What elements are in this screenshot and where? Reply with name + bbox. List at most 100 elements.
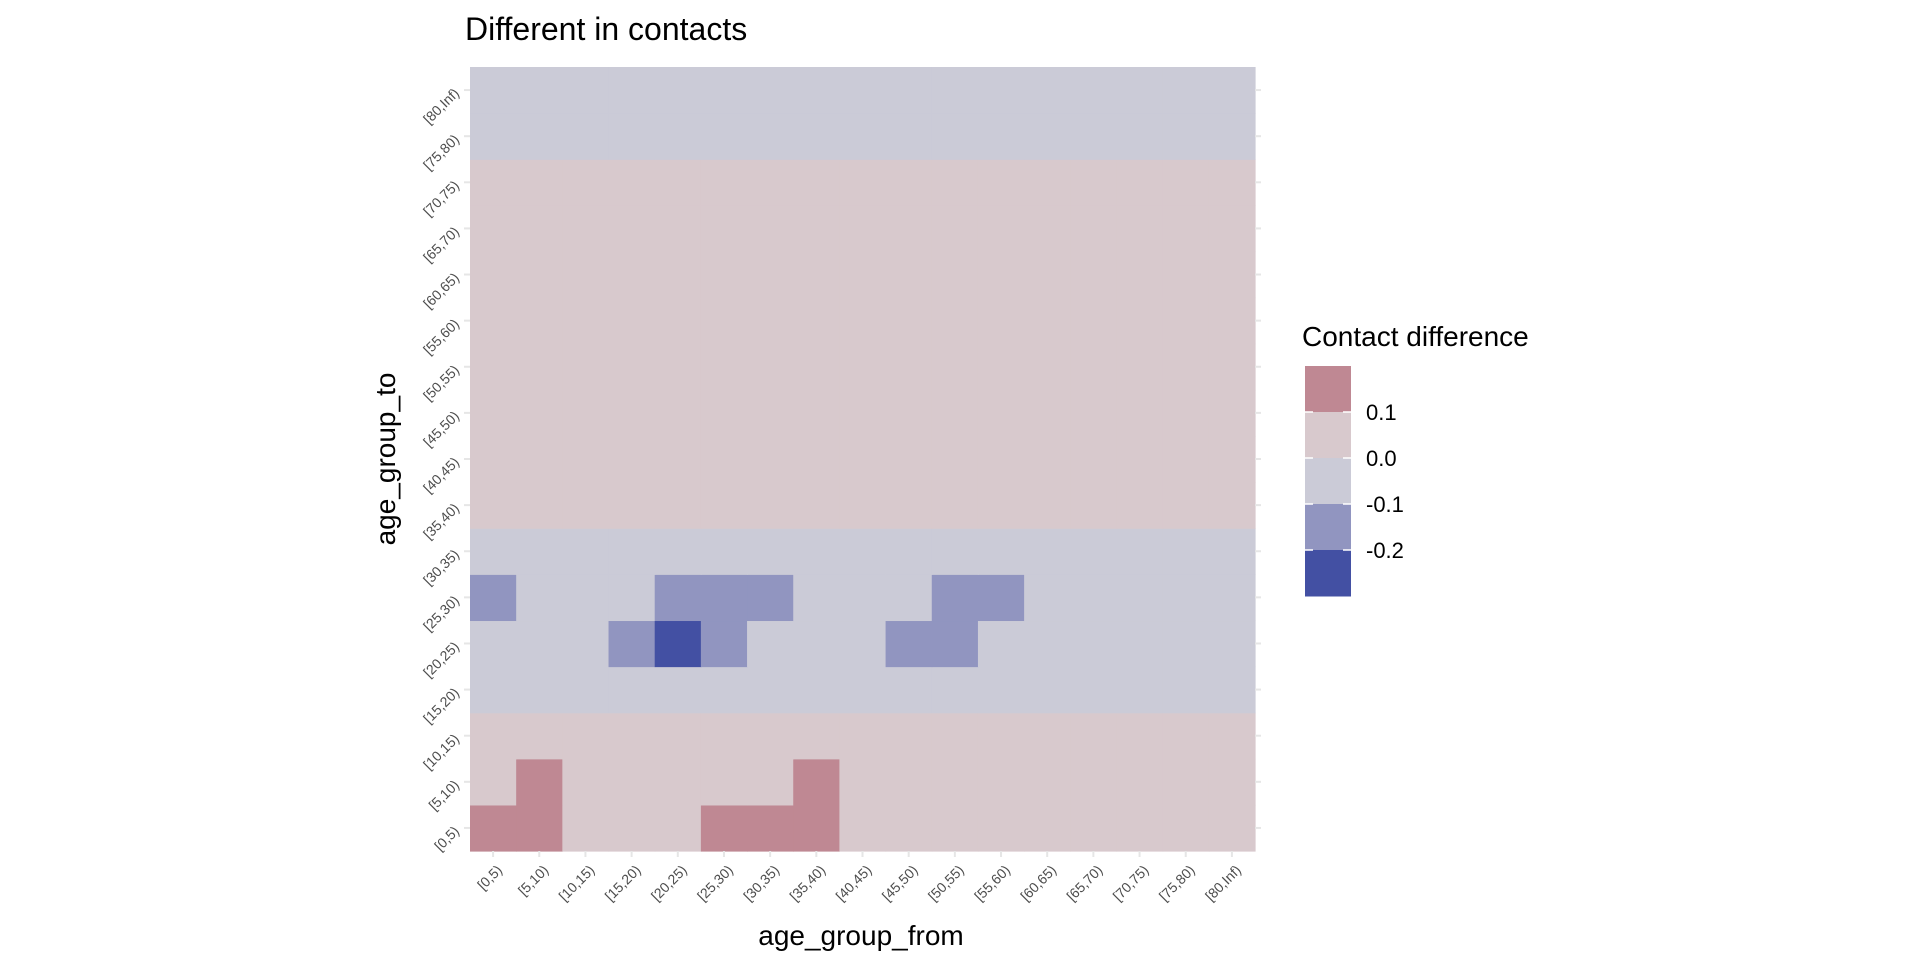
heatmap-cell: [470, 343, 517, 391]
heatmap-cell: [977, 666, 1025, 714]
heatmap-cell: [1116, 67, 1164, 114]
heatmap-cell: [747, 113, 794, 160]
heatmap-cell: [747, 482, 794, 529]
heatmap-cell: [1070, 804, 1118, 852]
heatmap-cell: [1162, 574, 1210, 622]
heatmap-cell: [516, 67, 563, 114]
legend-swatches: [1305, 366, 1351, 597]
heatmap-cell: [1162, 343, 1210, 391]
heatmap-cell: [1116, 297, 1164, 345]
heatmap-cell: [1070, 712, 1118, 760]
heatmap-cell: [1208, 343, 1256, 391]
heatmap-cell: [1116, 343, 1164, 391]
heatmap-cell: [562, 159, 610, 206]
heatmap-cell: [793, 666, 841, 714]
heatmap-cell: [516, 528, 563, 575]
heatmap-cell: [562, 758, 610, 806]
legend-label: -0.2: [1366, 538, 1404, 563]
y-tick-label: [80,Inf): [420, 85, 462, 127]
heatmap-cell: [1208, 251, 1256, 299]
heatmap-cell: [839, 67, 887, 114]
heatmap-cell: [1116, 435, 1164, 483]
heatmap-cell: [1208, 666, 1256, 714]
chart-title: Different in contacts: [465, 11, 747, 47]
heatmap-cell: [470, 666, 517, 714]
heatmap-cell: [839, 389, 887, 437]
heatmap-cell: [608, 620, 656, 668]
heatmap-cell: [562, 574, 610, 622]
heatmap-cell: [608, 205, 656, 253]
heatmap-cell: [700, 712, 748, 760]
heatmap-cell: [977, 804, 1025, 852]
heatmap-cell: [1208, 435, 1256, 483]
x-tick-label: [55,60): [971, 862, 1013, 904]
heatmap-cell: [1116, 113, 1164, 160]
heatmap-cell: [700, 159, 748, 206]
heatmap-cell: [608, 67, 656, 114]
heatmap-cell: [1070, 389, 1118, 437]
y-tick-label: [0,5): [431, 823, 462, 854]
heatmap-cell: [562, 712, 610, 760]
heatmap-cell: [516, 574, 563, 622]
heatmap-cell: [516, 435, 563, 483]
heatmap-cell: [885, 712, 933, 760]
heatmap-cell: [516, 297, 563, 345]
heatmap-cell: [747, 435, 794, 483]
heatmap-cell: [793, 528, 841, 575]
heatmap-cell: [562, 666, 610, 714]
heatmap-cell: [977, 482, 1025, 529]
heatmap-cell: [1024, 666, 1071, 714]
heatmap-cell: [654, 159, 702, 206]
heatmap-cell: [839, 251, 887, 299]
heatmap-cell: [516, 712, 563, 760]
x-tick-label: [50,55): [925, 862, 967, 904]
heatmap-cell: [1162, 620, 1210, 668]
heatmap-cell: [470, 712, 517, 760]
heatmap-cell: [654, 804, 702, 852]
heatmap-cell: [977, 389, 1025, 437]
heatmap-cell: [700, 666, 748, 714]
heatmap-cell: [654, 251, 702, 299]
heatmap-cell: [1116, 205, 1164, 253]
heatmap-cell: [562, 251, 610, 299]
heatmap-cell: [839, 666, 887, 714]
heatmap-cell: [977, 343, 1025, 391]
heatmap-cell: [1208, 297, 1256, 345]
heatmap-cell: [885, 251, 933, 299]
x-tick-label: [60,65): [1017, 862, 1059, 904]
heatmap-cell: [747, 666, 794, 714]
heatmap-cell: [931, 113, 979, 160]
heatmap-cell: [1162, 297, 1210, 345]
heatmap-cell: [885, 804, 933, 852]
heatmap-cell: [654, 435, 702, 483]
heatmap-cell: [470, 574, 517, 622]
heatmap-cell: [1162, 435, 1210, 483]
heatmap-cell: [1024, 389, 1071, 437]
heatmap-cell: [885, 666, 933, 714]
heatmap-cell: [700, 67, 748, 114]
heatmap-cell: [977, 758, 1025, 806]
heatmap-cell: [839, 804, 887, 852]
heatmap-cell: [747, 297, 794, 345]
heatmap-cell: [1162, 159, 1210, 206]
heatmap-cell: [470, 297, 517, 345]
heatmap-cell: [608, 435, 656, 483]
heatmap-cell: [608, 389, 656, 437]
x-tick-label: [15,20): [602, 862, 644, 904]
heatmap-cell: [516, 205, 563, 253]
heatmap-cell: [700, 482, 748, 529]
heatmap-cell: [654, 712, 702, 760]
heatmap-cell: [1208, 389, 1256, 437]
heatmap-cell: [470, 205, 517, 253]
heatmap-cell: [793, 113, 841, 160]
heatmap-cell: [1024, 620, 1071, 668]
heatmap-cell: [654, 482, 702, 529]
heatmap-cell: [1208, 205, 1256, 253]
heatmap-cell: [654, 205, 702, 253]
heatmap-cell: [1208, 159, 1256, 206]
heatmap-cell: [931, 804, 979, 852]
heatmap-cell: [931, 620, 979, 668]
y-tick-label: [50,55): [420, 362, 462, 404]
heatmap-cell: [1024, 712, 1071, 760]
heatmap-cell: [839, 712, 887, 760]
